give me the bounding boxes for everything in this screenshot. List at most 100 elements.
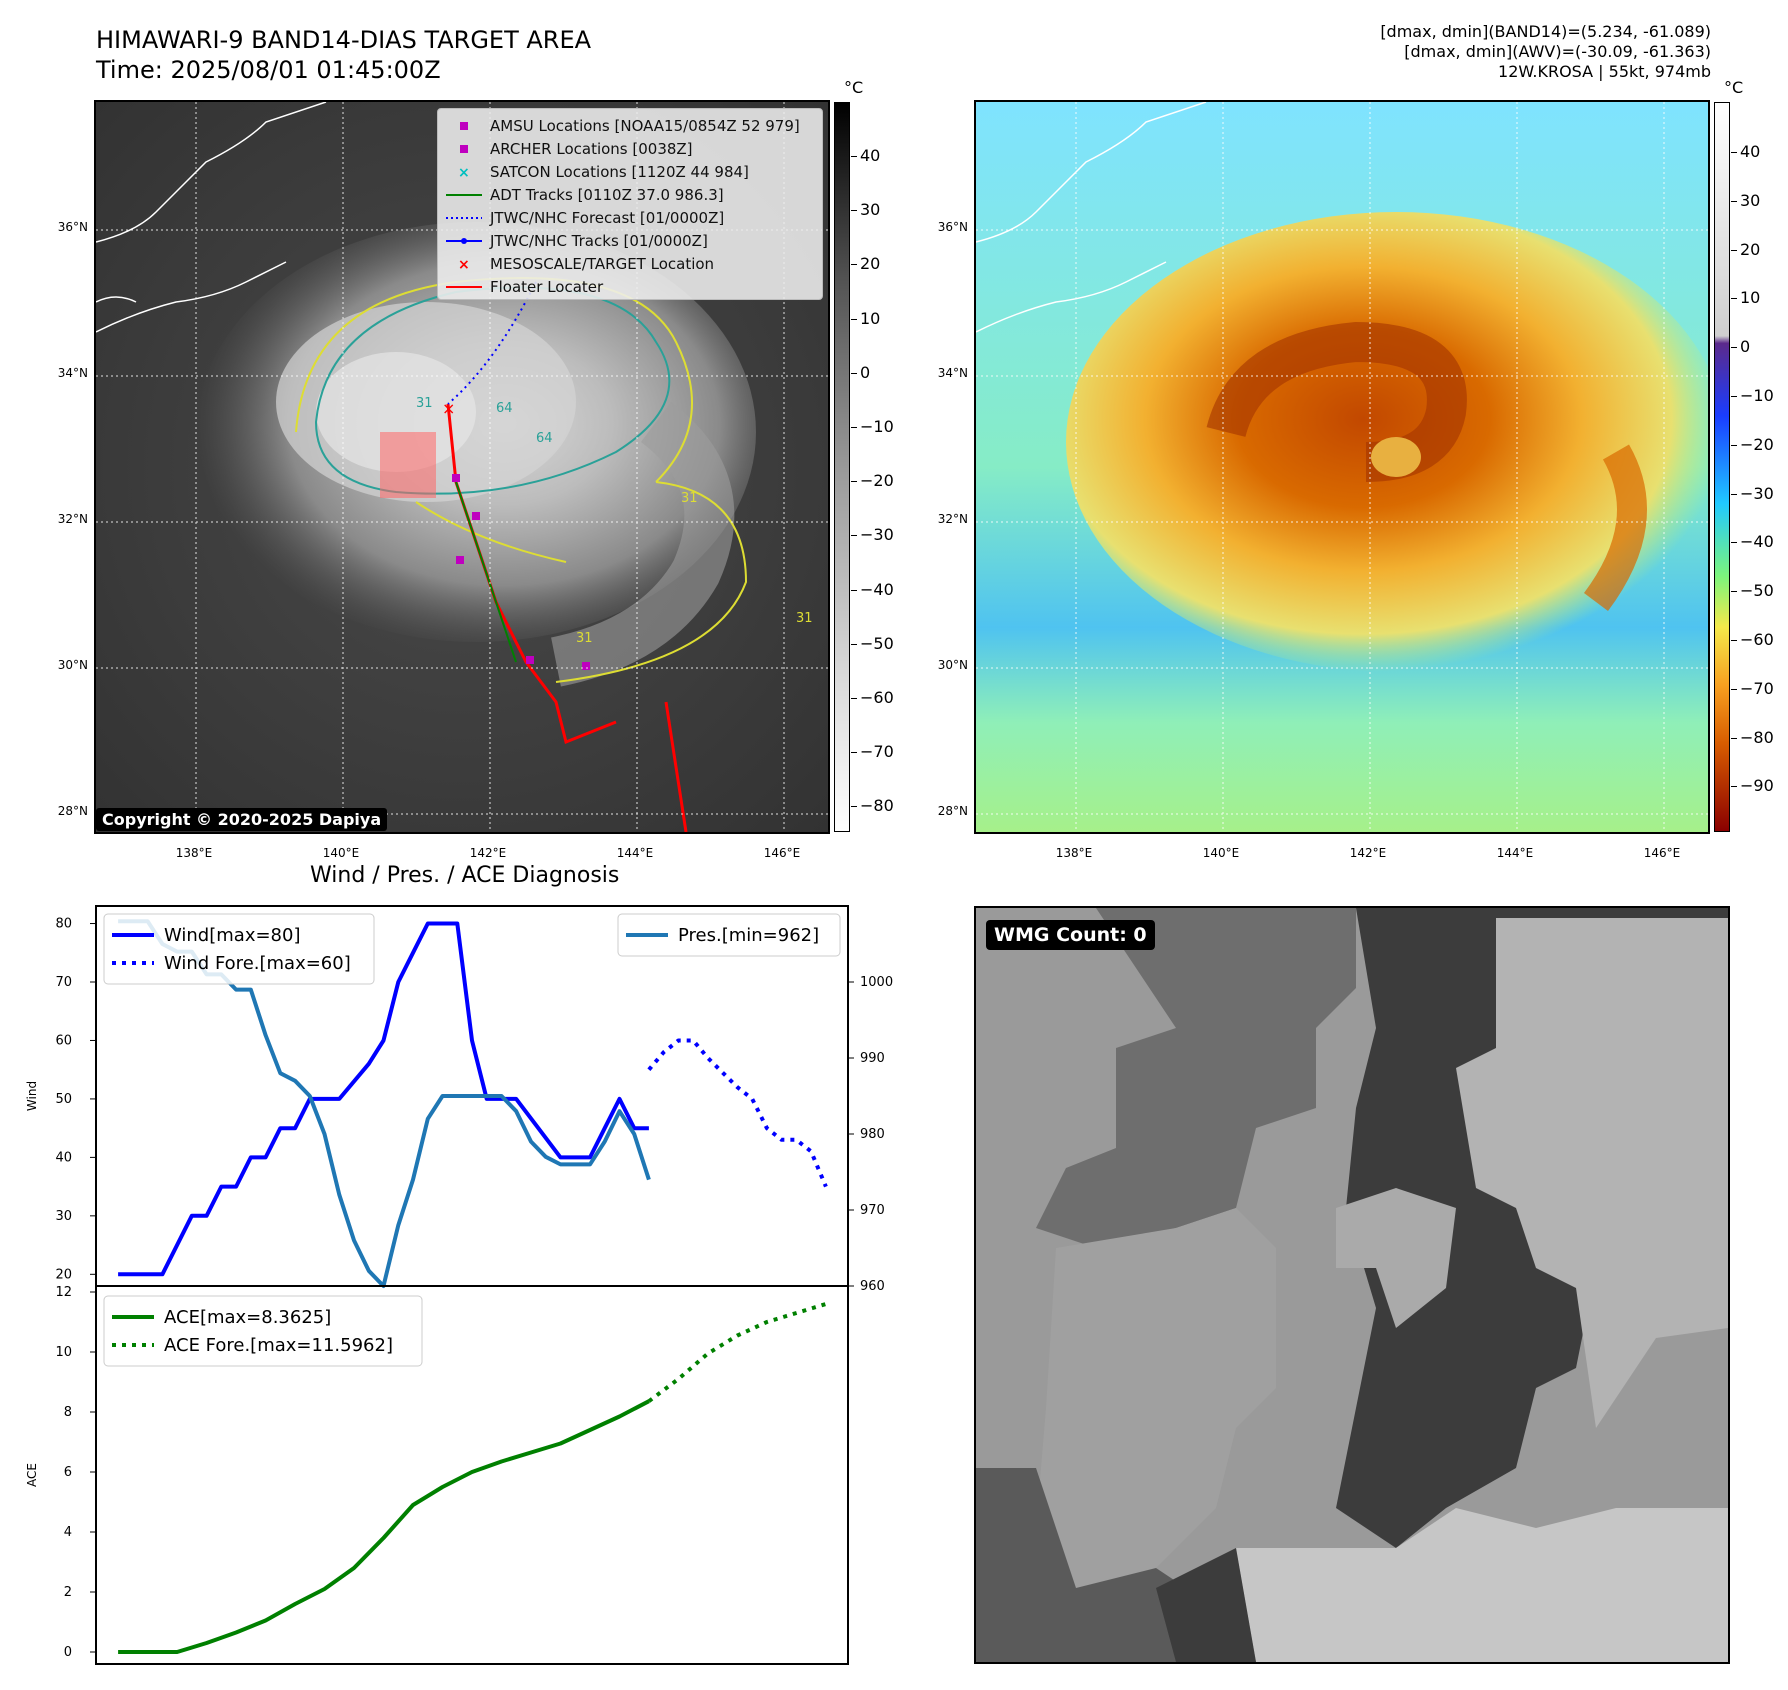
legend-symbol: × bbox=[446, 253, 482, 275]
chart-legend bbox=[103, 913, 375, 985]
colorbar-tick-label: −20 bbox=[1731, 434, 1774, 454]
y-tick-label: 60 bbox=[55, 1033, 72, 1048]
series-line bbox=[647, 1038, 828, 1188]
longitude-tick-label: 140°E bbox=[322, 846, 360, 860]
contour-label: 64 bbox=[536, 431, 553, 446]
y-tick-label: 40 bbox=[55, 1150, 72, 1165]
awv-map-image bbox=[976, 102, 1708, 832]
ir-colorbar bbox=[834, 102, 850, 832]
plot-frame bbox=[95, 1285, 849, 1665]
svg-text:×: × bbox=[442, 399, 455, 418]
chart-legend-label: Wind Fore.[max=60] bbox=[164, 953, 351, 974]
latitude-tick-label: 36°N bbox=[57, 220, 88, 234]
longitude-tick-label: 138°E bbox=[1055, 846, 1093, 860]
chart-legend bbox=[103, 1295, 423, 1367]
y-tick-label: 4 bbox=[64, 1525, 72, 1540]
colorbar-tick-label: 0 bbox=[1730, 337, 1751, 357]
latitude-tick-label: 32°N bbox=[57, 512, 88, 526]
y-tick-label: 70 bbox=[55, 975, 72, 990]
legend-label: JTWC/NHC Forecast [01/0000Z] bbox=[490, 209, 725, 227]
y2-tick-label: 1000 bbox=[860, 975, 893, 990]
diag-awv: [dmax, dmin](AWV)=(-30.09, -61.363) bbox=[1404, 42, 1711, 61]
colorbar-tick-label: −10 bbox=[851, 417, 894, 436]
longitude-tick-label: 146°E bbox=[763, 846, 801, 860]
colorbar-tick-label: 10 bbox=[850, 308, 881, 328]
colorbar-tick-label: 20 bbox=[850, 254, 881, 274]
legend-symbol bbox=[446, 207, 482, 229]
y-tick-label: 80 bbox=[55, 917, 72, 932]
diag-band14: [dmax, dmin](BAND14)=(5.234, -61.089) bbox=[1380, 22, 1711, 41]
legend-label: JTWC/NHC Tracks [01/0000Z] bbox=[490, 232, 708, 250]
latitude-tick-label: 32°N bbox=[937, 512, 968, 526]
y-tick-label: 12 bbox=[55, 1285, 72, 1300]
colorbar-tick-label: 30 bbox=[850, 200, 881, 220]
latitude-tick-label: 28°N bbox=[57, 804, 88, 818]
figure-title: HIMAWARI-9 BAND14-DIAS TARGET AREA bbox=[96, 26, 592, 54]
colorbar-tick-label: 30 bbox=[1730, 190, 1761, 210]
colorbar-tick-label: −90 bbox=[1731, 776, 1774, 796]
diag-storm: 12W.KROSA | 55kt, 974mb bbox=[1498, 62, 1711, 81]
y-tick-label: 6 bbox=[64, 1465, 72, 1480]
y2-tick-label: 960 bbox=[860, 1279, 885, 1290]
colorbar-tick-label: −80 bbox=[851, 796, 894, 816]
y-tick-label: 50 bbox=[55, 1092, 72, 1107]
y2-tick-label: 980 bbox=[860, 1127, 885, 1142]
contour-label: 31 bbox=[681, 491, 698, 506]
colorbar-tick-label: −40 bbox=[851, 579, 894, 599]
legend-symbol bbox=[446, 230, 482, 252]
y-tick-label: 8 bbox=[64, 1405, 72, 1420]
awv-colorbar-unit: °C bbox=[1724, 78, 1744, 97]
colorbar-tick-label: −20 bbox=[851, 471, 894, 491]
y-tick-label: 2 bbox=[64, 1585, 72, 1600]
diagnosis-title: Wind / Pres. / ACE Diagnosis bbox=[310, 863, 620, 888]
legend-symbol bbox=[446, 138, 482, 160]
y-tick-label: 0 bbox=[64, 1645, 72, 1660]
series-line bbox=[118, 921, 649, 1277]
latitude-tick-label: 36°N bbox=[937, 220, 968, 234]
contour-label: 31 bbox=[576, 631, 593, 646]
legend-label: ADT Tracks [0110Z 37.0 986.3] bbox=[490, 186, 724, 204]
colorbar-tick-label: −30 bbox=[851, 525, 894, 545]
legend-symbol bbox=[446, 115, 482, 137]
y-tick-label: 10 bbox=[55, 1345, 72, 1360]
colorbar-tick-label: −80 bbox=[1731, 727, 1774, 747]
colorbar-tick-label: −50 bbox=[1731, 581, 1774, 601]
ace-chart: 0 2 4 6 8 10 12 ACE ACE[max=8.3625] ACE Fore.[max… bbox=[25, 1285, 849, 1665]
wind-pressure-chart: 20304050607080Wind9609709809901000Pressu… bbox=[25, 905, 893, 1290]
latitude-tick-label: 30°N bbox=[937, 658, 968, 672]
longitude-tick-label: 144°E bbox=[616, 846, 654, 860]
awv-map-panel bbox=[974, 100, 1710, 834]
wmg-image bbox=[976, 908, 1728, 1662]
series-line bbox=[118, 1399, 650, 1654]
longitude-tick-label: 138°E bbox=[175, 846, 213, 860]
legend-symbol: × bbox=[446, 161, 482, 183]
legend-label: ARCHER Locations [0038Z] bbox=[490, 140, 693, 158]
colorbar-tick-label: −60 bbox=[1731, 630, 1774, 649]
legend-symbol bbox=[446, 276, 482, 298]
svg-text:×: × bbox=[458, 165, 470, 181]
contour-label: 64 bbox=[496, 401, 513, 416]
y2-tick-label: 990 bbox=[860, 1051, 885, 1066]
series-line bbox=[647, 1302, 827, 1403]
colorbar-tick-label: −50 bbox=[851, 633, 894, 653]
chart-legend bbox=[617, 913, 841, 957]
colorbar-tick-label: −40 bbox=[1731, 532, 1774, 552]
latitude-tick-label: 34°N bbox=[57, 366, 88, 380]
latitude-tick-label: 28°N bbox=[937, 804, 968, 818]
colorbar-tick-label: −60 bbox=[851, 688, 894, 707]
y-tick-label: 30 bbox=[55, 1209, 72, 1224]
colorbar-tick-label: 40 bbox=[850, 146, 881, 165]
y2-tick-label: 970 bbox=[860, 1203, 885, 1218]
latitude-tick-label: 30°N bbox=[57, 658, 88, 672]
map-legend: AMSU Locations [NOAA15/0854Z 52 979] ARCH… bbox=[437, 108, 823, 300]
longitude-tick-label: 140°E bbox=[1202, 846, 1240, 860]
legend-label: MESOSCALE/TARGET Location bbox=[490, 255, 715, 273]
legend-label: Floater Locater bbox=[490, 278, 604, 296]
chart-legend-label: Pres.[min=962] bbox=[678, 925, 819, 946]
y-axis-label: Wind bbox=[25, 1081, 39, 1111]
contour-label: 31 bbox=[796, 611, 813, 626]
colorbar-tick-label: 40 bbox=[1730, 142, 1761, 161]
colorbar-tick-label: −10 bbox=[1731, 386, 1774, 405]
copyright-label: Copyright © 2020-2025 Dapiya bbox=[96, 808, 388, 831]
wmg-count-label: WMG Count: 0 bbox=[986, 920, 1155, 950]
